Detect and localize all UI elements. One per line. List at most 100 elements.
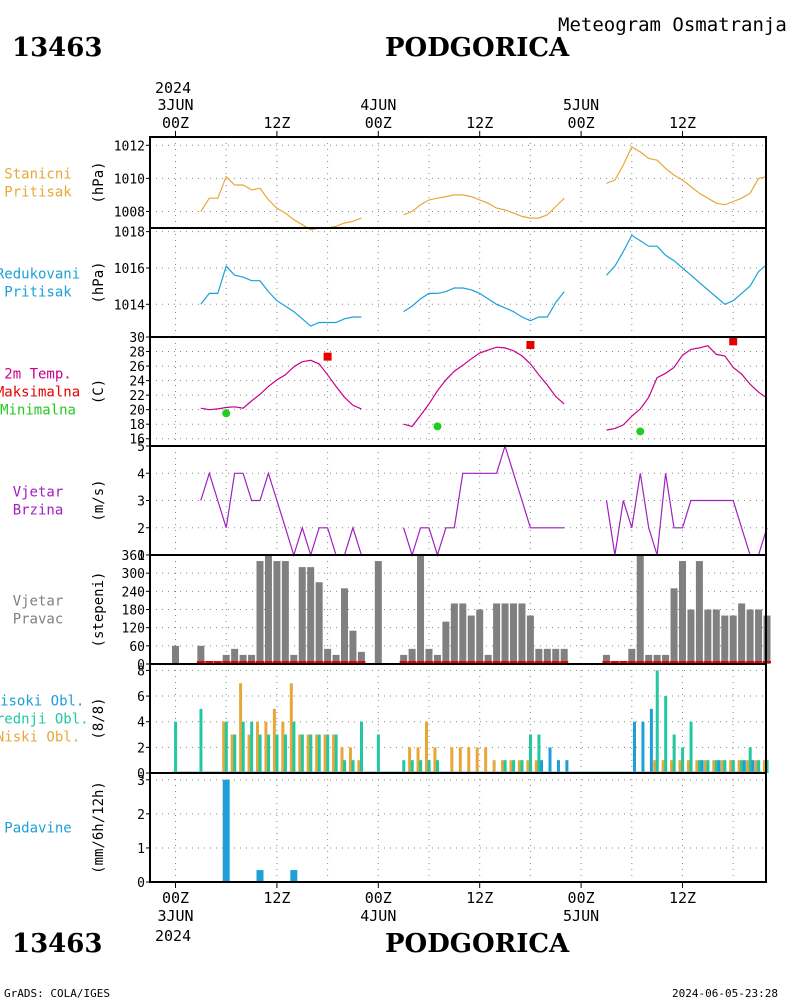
series-line-2-2	[606, 345, 768, 431]
calm-marker	[501, 661, 510, 663]
cloud-bar	[740, 760, 744, 773]
wind-dir-bar	[653, 654, 661, 664]
max-temp-marker	[526, 340, 535, 349]
cloud-bar	[661, 760, 665, 773]
calm-marker	[517, 661, 526, 663]
cloud-bar	[698, 760, 701, 773]
wind-dir-bar	[298, 567, 306, 664]
bottom-day-label: 5JUN	[563, 907, 599, 925]
cloud-bar	[272, 708, 276, 773]
cloud-bar	[357, 760, 361, 773]
cloud-bar	[509, 760, 513, 773]
y-tick-label: 16	[129, 433, 145, 448]
top-time-label: 00Z	[365, 114, 392, 132]
y-tick-label: 26	[129, 360, 145, 375]
cloud-bar	[529, 734, 532, 773]
wind-dir-bar	[755, 609, 763, 664]
y-axis-label: (C)	[91, 379, 107, 404]
wind-dir-bar	[332, 654, 340, 664]
calm-marker	[289, 661, 298, 663]
wind-dir-bar	[307, 567, 315, 664]
cloud-bar	[501, 760, 505, 773]
wind-dir-bar	[704, 609, 712, 664]
calm-marker	[746, 661, 755, 663]
cloud-bar	[410, 760, 414, 773]
wind-dir-bar	[493, 603, 501, 664]
cloud-bar	[556, 760, 560, 773]
station-id-bottom: 13463	[12, 929, 102, 959]
calm-marker	[678, 661, 687, 663]
cloud-bar	[239, 683, 243, 773]
cloud-bar	[458, 747, 462, 773]
y-tick-label: 120	[122, 622, 145, 637]
panel-frame-0	[149, 136, 767, 229]
y-tick-label: 3	[137, 495, 145, 510]
y-tick-label: 300	[122, 567, 145, 582]
calm-marker	[475, 661, 484, 663]
calm-marker	[298, 661, 307, 663]
calm-marker	[644, 661, 653, 663]
cloud-bar	[306, 734, 310, 773]
cloud-bar	[332, 734, 336, 773]
y-tick-label: 1012	[114, 139, 145, 154]
panel-label: Padavine	[4, 821, 71, 837]
y-tick-label: 8	[137, 664, 145, 679]
cloud-bar	[695, 760, 699, 773]
cloud-bar	[731, 760, 735, 773]
cloud-bar	[230, 734, 234, 773]
wind-dir-bar	[501, 603, 509, 664]
panel-label: Stanicni	[4, 167, 71, 183]
calm-marker	[416, 661, 425, 663]
wind-dir-bar	[467, 615, 475, 664]
y-tick-label: 5	[137, 440, 145, 455]
top-time-label: 00Z	[568, 114, 595, 132]
cloud-bar	[289, 683, 293, 773]
chart-panels: 100810101012(hPa)StanicniPritisak1014101…	[0, 96, 771, 925]
cloud-bar	[655, 670, 659, 773]
cloud-bar	[717, 760, 721, 773]
cloud-bar	[534, 760, 538, 773]
wind-dir-bar	[239, 654, 247, 664]
cloud-bar	[199, 708, 203, 773]
wind-dir-bar	[400, 654, 408, 664]
wind-dir-bar	[543, 648, 551, 664]
wind-dir-bar	[442, 621, 450, 664]
calm-marker	[323, 661, 332, 663]
wind-dir-bar	[222, 654, 230, 664]
min-temp-marker	[433, 422, 442, 431]
cloud-bar	[408, 747, 412, 773]
bottom-time-label: 00Z	[365, 889, 392, 907]
y-axis-label: (m/s)	[91, 479, 107, 521]
calm-marker	[712, 661, 721, 663]
calm-marker	[653, 661, 662, 663]
cloud-bar	[264, 721, 268, 773]
cloud-bar	[512, 760, 516, 773]
calm-marker	[458, 661, 467, 663]
bottom-time-label: 00Z	[162, 889, 189, 907]
y-tick-label: 22	[129, 389, 145, 404]
y-tick-label: 24	[129, 375, 145, 390]
cloud-bar	[517, 760, 521, 773]
calm-marker	[754, 661, 763, 663]
cloud-bar	[742, 760, 746, 773]
bottom-day-label: 4JUN	[360, 907, 396, 925]
min-temp-marker	[636, 427, 645, 436]
wind-dir-bar	[721, 615, 729, 664]
panel-label: Vjetar	[13, 594, 64, 610]
top-time-label: 12Z	[466, 114, 493, 132]
calm-marker	[433, 661, 442, 663]
calm-marker	[551, 661, 560, 663]
calm-marker	[340, 661, 349, 663]
cloud-bar	[763, 760, 766, 773]
cloud-bar	[633, 721, 636, 773]
wind-dir-bar	[687, 609, 695, 664]
calm-marker	[729, 661, 738, 663]
wind-dir-bar	[712, 609, 720, 664]
cloud-bar	[689, 721, 693, 773]
wind-dir-bar	[264, 555, 272, 664]
credit-label: GrADS: COLA/IGES	[4, 987, 110, 1000]
panel-label: Niski Obl.	[0, 730, 80, 746]
calm-marker	[315, 661, 324, 663]
wind-dir-bar	[256, 561, 264, 664]
